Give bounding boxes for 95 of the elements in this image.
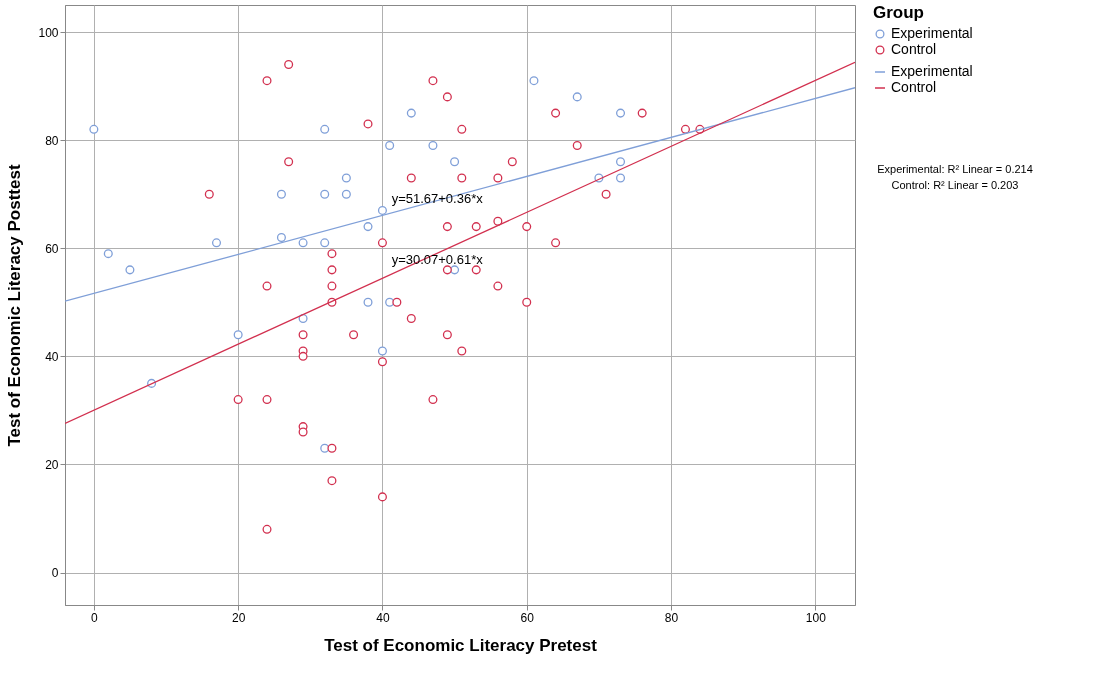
point bbox=[572, 92, 582, 102]
legend-label: Control bbox=[891, 79, 937, 95]
x-tick-label: 60 bbox=[520, 610, 535, 625]
y-tick-label: 80 bbox=[45, 133, 59, 148]
point bbox=[320, 189, 330, 199]
point bbox=[406, 173, 416, 183]
point bbox=[89, 124, 99, 134]
y-tick-label: 100 bbox=[38, 25, 59, 40]
point bbox=[428, 141, 438, 151]
x-axis-title: Test of Economic Literacy Pretest bbox=[324, 635, 598, 655]
point bbox=[276, 189, 286, 199]
point bbox=[522, 297, 532, 307]
point bbox=[442, 222, 452, 232]
point bbox=[327, 443, 337, 453]
point bbox=[680, 124, 690, 134]
legend-label: Experimental bbox=[891, 63, 973, 79]
x-tick-label: 0 bbox=[91, 610, 99, 625]
point bbox=[616, 108, 626, 118]
y-tick-label: 40 bbox=[45, 349, 59, 364]
point bbox=[377, 492, 387, 502]
point bbox=[428, 76, 438, 86]
point bbox=[616, 157, 626, 167]
point bbox=[363, 119, 373, 129]
legend-title: Group bbox=[873, 3, 924, 22]
point bbox=[204, 189, 214, 199]
point bbox=[442, 92, 452, 102]
point bbox=[457, 346, 467, 356]
y-axis-title: Test of Economic Literacy Posttest bbox=[5, 164, 25, 447]
point bbox=[327, 281, 337, 291]
point bbox=[493, 216, 503, 226]
point bbox=[507, 157, 517, 167]
point bbox=[529, 76, 539, 86]
point bbox=[211, 238, 222, 248]
point bbox=[551, 108, 561, 118]
point bbox=[377, 357, 387, 367]
point bbox=[385, 141, 395, 151]
point bbox=[493, 173, 503, 183]
point bbox=[233, 395, 243, 405]
point bbox=[450, 157, 460, 167]
point bbox=[276, 232, 286, 242]
point bbox=[298, 238, 308, 248]
point bbox=[442, 330, 452, 340]
point bbox=[262, 395, 272, 405]
x-tick-label: 20 bbox=[231, 610, 246, 625]
y-tick-label: 60 bbox=[45, 241, 59, 256]
point bbox=[341, 173, 351, 183]
x-tick-label: 80 bbox=[664, 610, 679, 625]
point bbox=[385, 297, 395, 307]
point bbox=[103, 249, 113, 259]
point bbox=[298, 427, 308, 437]
point bbox=[125, 265, 135, 275]
point bbox=[327, 249, 337, 259]
point bbox=[551, 238, 561, 248]
point bbox=[406, 108, 416, 118]
point bbox=[320, 124, 330, 134]
point bbox=[298, 330, 308, 340]
point bbox=[262, 281, 272, 291]
x-tick-label: 40 bbox=[376, 610, 390, 625]
point bbox=[298, 351, 308, 361]
point bbox=[637, 108, 647, 118]
point bbox=[320, 238, 330, 248]
point bbox=[327, 476, 337, 486]
point bbox=[471, 222, 481, 232]
point bbox=[457, 173, 467, 183]
point bbox=[392, 297, 402, 307]
point bbox=[262, 76, 272, 86]
annotation: y=51.67+0.36*x bbox=[391, 190, 484, 206]
point bbox=[572, 141, 582, 151]
point bbox=[377, 205, 387, 215]
point bbox=[457, 124, 467, 134]
y-tick-label: 0 bbox=[51, 566, 59, 581]
point bbox=[522, 222, 532, 232]
point bbox=[428, 395, 438, 405]
point bbox=[601, 189, 611, 199]
point bbox=[377, 238, 387, 248]
point bbox=[377, 346, 387, 356]
point bbox=[363, 222, 373, 232]
legend-label: Experimental bbox=[891, 25, 973, 41]
point bbox=[493, 281, 503, 291]
point bbox=[284, 157, 294, 167]
point bbox=[284, 59, 294, 69]
point bbox=[327, 265, 337, 275]
text: Experimental: R² Linear = 0.214 bbox=[877, 163, 1033, 175]
point bbox=[262, 524, 272, 534]
legend-label: Control bbox=[891, 41, 937, 57]
text: Control: R² Linear = 0.203 bbox=[891, 179, 1019, 191]
y-tick-label: 20 bbox=[45, 457, 59, 472]
point bbox=[406, 314, 416, 324]
point bbox=[349, 330, 359, 340]
point bbox=[320, 443, 330, 453]
point bbox=[233, 330, 243, 340]
point bbox=[341, 189, 351, 199]
point bbox=[616, 173, 626, 183]
point bbox=[363, 297, 373, 307]
x-tick-label: 100 bbox=[805, 610, 827, 625]
